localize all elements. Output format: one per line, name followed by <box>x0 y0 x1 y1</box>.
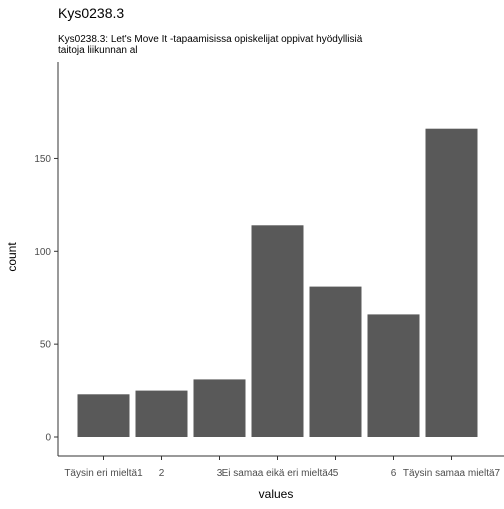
y-tick-label: 50 <box>40 340 52 351</box>
bar-2 <box>135 390 188 437</box>
x-tick-label: 6 <box>391 468 397 479</box>
bars-group <box>77 128 478 437</box>
x-axis: Täysin eri mieltä1 2 3 Ei samaa eikä eri mi… <box>58 455 504 479</box>
y-axis-label: count <box>5 242 19 272</box>
x-tick-label: 3 <box>217 468 223 479</box>
y-tick-label: 0 <box>45 433 51 444</box>
chart-title: Kys0238.3 <box>58 5 124 21</box>
x-tick-label: 5 <box>333 468 339 479</box>
x-tick-label: Täysin samaa mieltä7 <box>403 468 501 479</box>
chart-subtitle-line-1: Kys0238.3: Let's Move It -tapaamisissa o… <box>58 34 363 45</box>
x-tick-label: 2 <box>159 468 165 479</box>
y-tick-label: 100 <box>34 247 51 258</box>
bar-6 <box>367 314 420 437</box>
x-tick-label: Täysin eri mieltä1 <box>64 468 143 479</box>
x-axis-label: values <box>259 487 294 501</box>
y-tick-label: 150 <box>34 154 51 165</box>
bar-3 <box>193 379 246 437</box>
bar-4 <box>251 225 304 437</box>
bar-5 <box>309 286 362 437</box>
x-tick-label: Ei samaa eikä eri mieltä4 <box>222 468 334 479</box>
bar-1 <box>77 394 130 437</box>
bar-7 <box>425 128 478 437</box>
y-axis: 0 50 100 150 <box>34 62 59 456</box>
chart-subtitle-line-2: taitoja liikunnan al <box>58 45 138 56</box>
